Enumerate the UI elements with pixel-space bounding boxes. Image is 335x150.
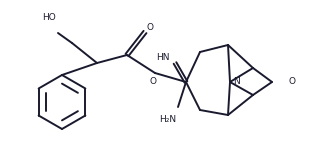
Text: H₂N: H₂N bbox=[159, 116, 177, 124]
Text: HN: HN bbox=[156, 52, 170, 62]
Text: O: O bbox=[288, 78, 295, 87]
Text: HO: HO bbox=[42, 14, 56, 22]
Text: N: N bbox=[233, 78, 241, 87]
Text: O: O bbox=[146, 24, 153, 33]
Text: O: O bbox=[149, 76, 156, 85]
